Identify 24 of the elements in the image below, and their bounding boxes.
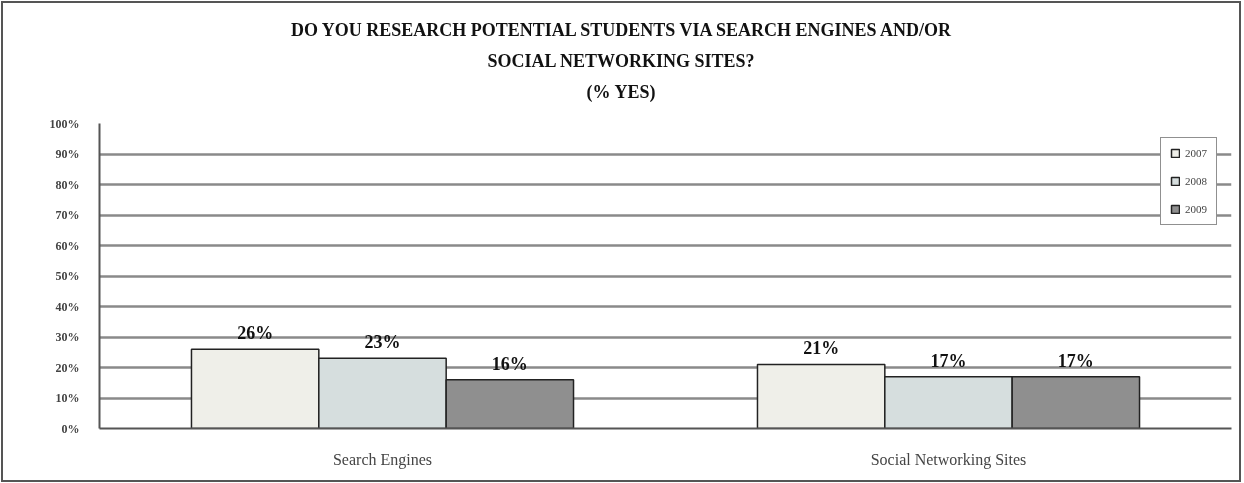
y-tick-label: 50% <box>55 269 80 283</box>
y-tick-label: 20% <box>55 360 80 375</box>
data-label: 17% <box>930 350 967 371</box>
y-tick-label: 30% <box>55 330 80 344</box>
chart-subtitle: (% YES) <box>585 81 657 104</box>
y-tick-label: 100% <box>49 116 80 131</box>
data-label: 26% <box>237 323 274 344</box>
y-tick-label: 40% <box>55 299 80 314</box>
y-tick-label: 90% <box>55 147 80 161</box>
y-tick-label: 0% <box>61 421 80 436</box>
y-tick-label: 70% <box>55 208 80 222</box>
legend-label: 2009 <box>1185 203 1207 215</box>
data-label: 16% <box>491 353 528 374</box>
x-tick-label: Search Engines <box>332 450 433 469</box>
x-tick-label: Social Networking Sites <box>870 450 1027 469</box>
y-tick-label: 60% <box>55 238 80 253</box>
legend-label: 2008 <box>1185 175 1207 187</box>
data-label: 21% <box>803 338 840 359</box>
data-label: 23% <box>364 332 401 353</box>
chart-title: DO YOU RESEARCH POTENTIAL STUDENTS VIA SEARCH ENGINES AND/OR SOCIAL NETWORKING SITES? <box>289 19 953 73</box>
legend-label: 2007 <box>1185 147 1207 159</box>
data-label: 17% <box>1057 350 1094 371</box>
y-tick-label: 10% <box>55 391 80 405</box>
y-tick-label: 80% <box>55 177 80 192</box>
